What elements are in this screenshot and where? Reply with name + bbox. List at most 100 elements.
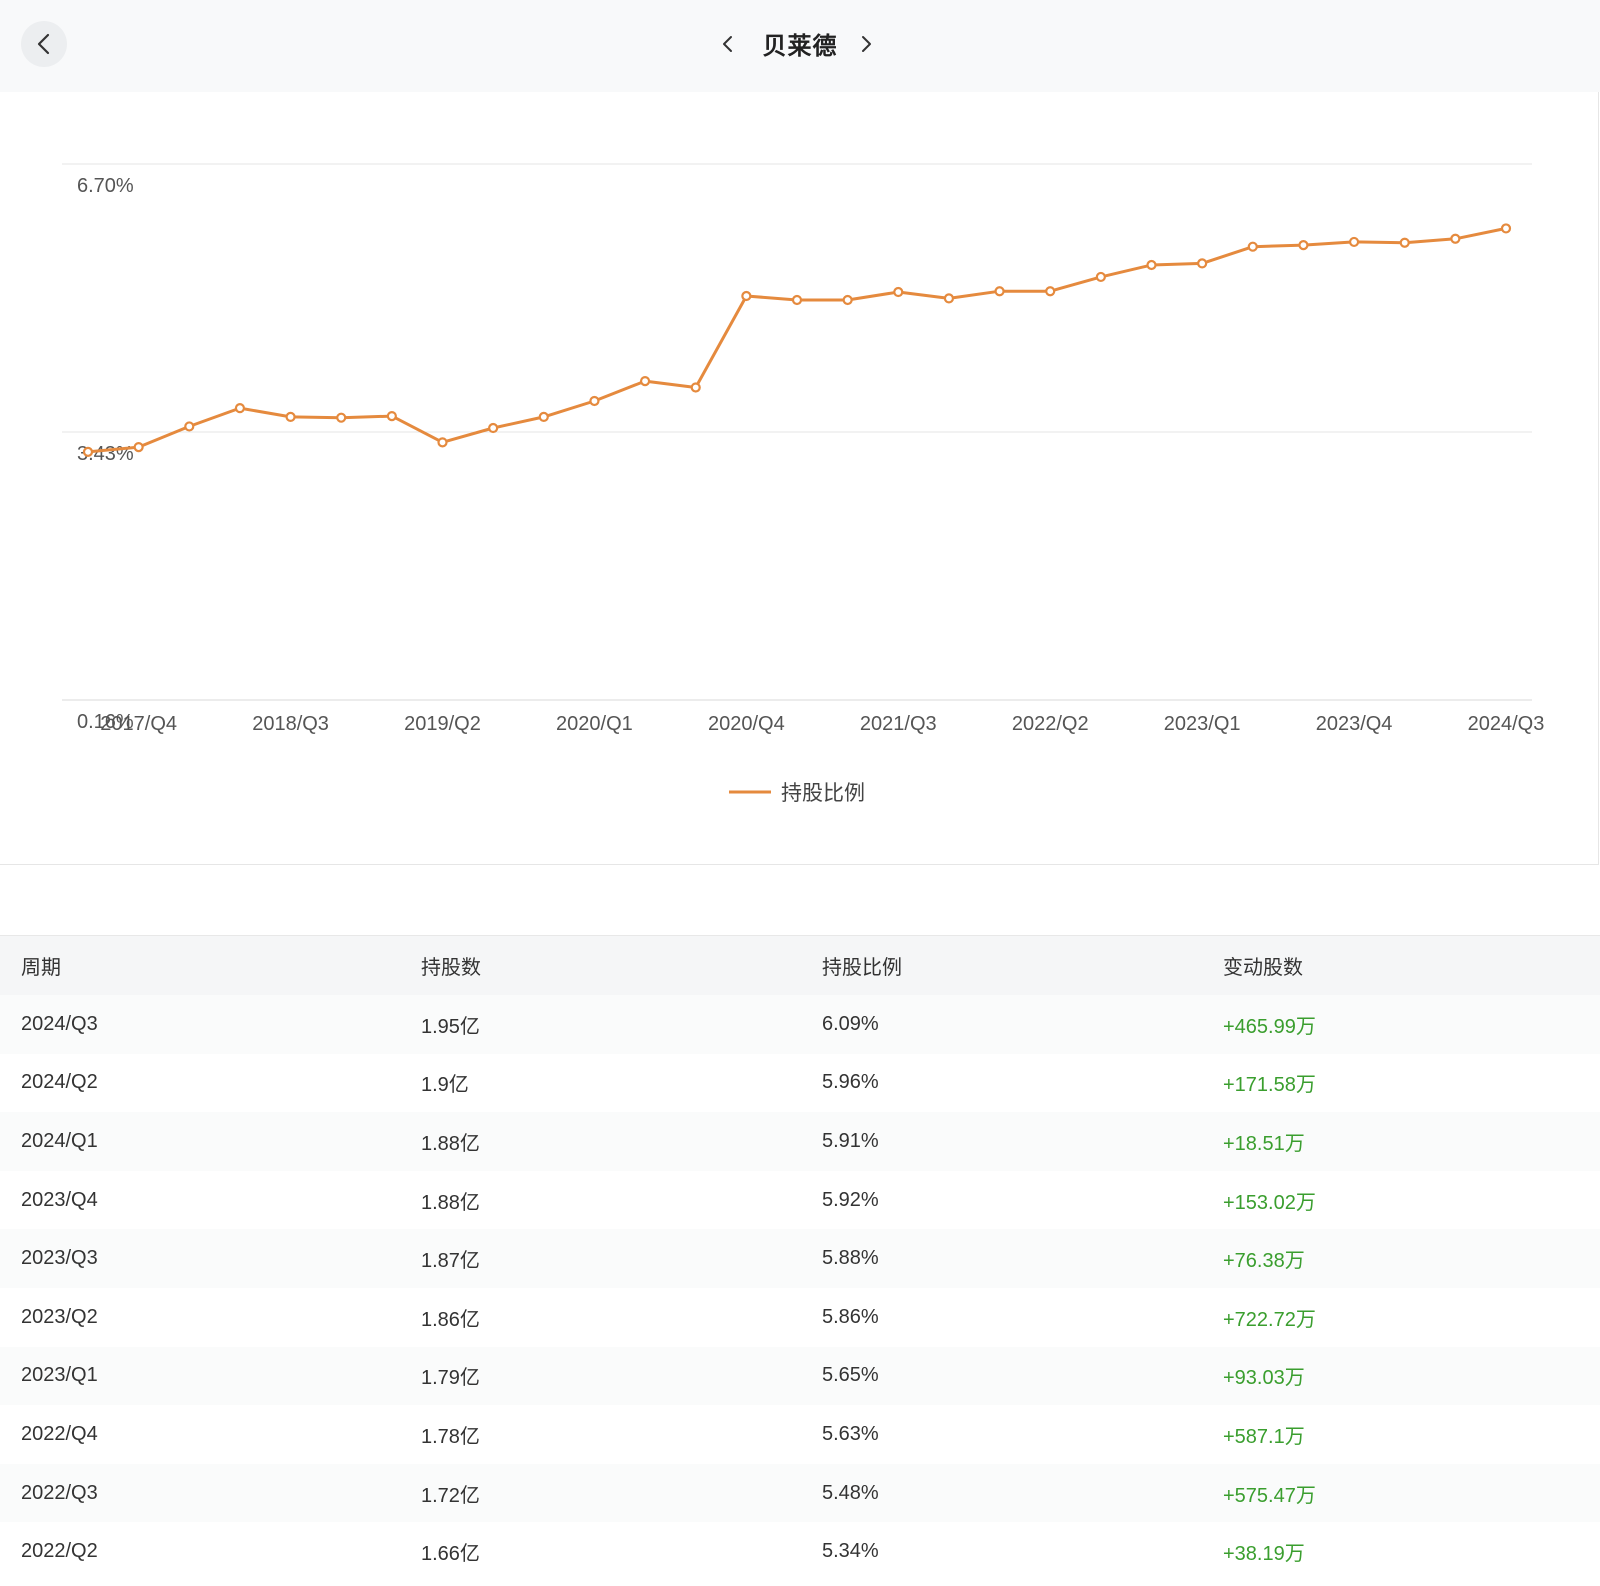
header-period: 周期 [21,955,61,979]
holding-ratio-line-chart: 6.70%3.43%0.16% 2017/Q4 2018/Q3 2019/Q2 202… [62,163,1545,805]
table-row: 2023/Q3 1.87亿 5.88% +76.38万 [0,1229,1600,1288]
data-point[interactable] [639,376,651,387]
cell-shares: 1.78亿 [421,1425,480,1448]
x-tick-label: 2023/Q4 [1316,713,1393,735]
data-point[interactable] [1197,258,1208,269]
cell-change: +587.1万 [1223,1425,1305,1448]
data-point[interactable] [1247,241,1258,252]
data-point[interactable] [589,395,600,407]
data-point[interactable] [184,421,195,432]
chevron-left-icon [723,36,732,52]
prev-item-button[interactable] [713,28,743,60]
chevron-left-icon [37,33,50,55]
cell-period: 2024/Q2 [21,1071,98,1094]
data-point[interactable] [994,286,1005,297]
chevron-right-icon [862,36,871,52]
data-point[interactable] [538,411,549,422]
cell-period: 2024/Q1 [21,1129,98,1152]
cell-change: +93.03万 [1223,1367,1305,1390]
data-point[interactable] [690,382,701,393]
x-tick-label: 2017/Q4 [100,713,177,735]
cell-period: 2022/Q2 [21,1540,98,1563]
data-point[interactable] [82,446,94,457]
cell-ratio: 5.96% [822,1071,879,1094]
data-point[interactable] [791,294,803,306]
data-point[interactable] [133,442,144,453]
cell-period: 2022/Q3 [21,1481,98,1504]
back-button[interactable] [21,21,67,67]
x-tick-label: 2020/Q1 [556,713,633,735]
cell-shares: 1.88亿 [421,1191,480,1214]
y-tick-label: 6.70% [77,175,134,197]
cell-ratio: 5.88% [822,1247,879,1270]
data-point[interactable] [943,293,955,304]
cell-change: +38.19万 [1223,1543,1305,1566]
page-title: 贝莱德 [762,32,838,60]
table-row: 2024/Q1 1.88亿 5.91% +18.51万 [0,1112,1600,1171]
data-point[interactable] [1045,286,1056,297]
data-point[interactable] [1500,223,1512,234]
table-row: 2024/Q2 1.9亿 5.96% +171.58万 [0,1054,1600,1113]
cell-ratio: 5.48% [822,1481,879,1504]
cell-ratio: 5.63% [822,1422,879,1445]
table-row: 2022/Q4 1.78亿 5.63% +587.1万 [0,1405,1600,1464]
table-row: 2022/Q2 1.66亿 5.34% +38.19万 [0,1522,1600,1581]
cell-shares: 1.88亿 [421,1132,480,1155]
data-point[interactable] [1298,240,1309,251]
cell-ratio: 5.34% [822,1540,879,1563]
holding-ratio-chart-card: 6.70% 3.43% 0.16% 2017/Q4 2018/Q3 2019/Q2 202… [0,92,1599,865]
cell-change: +76.38万 [1223,1250,1305,1273]
cell-period: 2023/Q1 [21,1364,98,1387]
header-change: 变动股数 [1223,955,1303,979]
data-point[interactable] [741,290,752,302]
cell-shares: 1.86亿 [421,1308,480,1331]
next-item-button[interactable] [851,28,881,60]
table-row: 2023/Q4 1.88亿 5.92% +153.02万 [0,1171,1600,1230]
cell-ratio: 5.86% [822,1305,879,1328]
data-point[interactable] [1095,271,1106,283]
data-point[interactable] [437,437,448,448]
y-tick-label: 0.16% [77,711,134,733]
cell-shares: 1.87亿 [421,1250,480,1273]
data-point[interactable] [234,403,246,414]
cell-ratio: 5.65% [822,1364,879,1387]
header-ratio: 持股比例 [822,955,902,979]
cell-ratio: 5.91% [822,1129,879,1152]
header-shares: 持股数 [421,955,481,979]
cell-shares: 1.79亿 [421,1367,480,1390]
table-row: 2024/Q3 1.95亿 6.09% +465.99万 [0,995,1600,1054]
data-point[interactable] [285,411,296,422]
cell-change: +722.72万 [1223,1308,1316,1331]
top-nav-bar: 贝莱德 [0,0,1600,92]
data-point[interactable] [893,286,904,298]
x-tick-label: 2019/Q2 [404,713,481,735]
x-tick-label: 2020/Q4 [708,713,785,735]
cell-shares: 1.66亿 [421,1543,480,1566]
table-row: 2022/Q3 1.72亿 5.48% +575.47万 [0,1463,1600,1523]
data-point[interactable] [488,422,499,434]
table-row: 2023/Q2 1.86亿 5.86% +722.72万 [0,1288,1600,1347]
data-point[interactable] [1146,259,1157,271]
data-point[interactable] [386,410,397,422]
data-point[interactable] [1450,233,1461,244]
legend-label[interactable]: 持股比例 [781,782,865,805]
cell-change: +153.02万 [1223,1191,1316,1214]
data-point[interactable] [842,294,853,306]
data-point[interactable] [336,412,347,423]
cell-period: 2023/Q3 [21,1247,98,1270]
x-tick-label: 2022/Q2 [1012,713,1089,735]
cell-ratio: 6.09% [822,1012,879,1035]
data-point[interactable] [1348,236,1360,248]
cell-change: +465.99万 [1223,1015,1316,1038]
x-tick-label: 2024/Q3 [1468,713,1545,735]
table-row: 2023/Q1 1.79亿 5.65% +93.03万 [0,1346,1600,1406]
series-line-holding-ratio [87,226,1507,454]
cell-change: +18.51万 [1223,1132,1305,1155]
x-tick-label: 2021/Q3 [860,713,937,735]
x-tick-label: 2018/Q3 [252,713,329,735]
cell-period: 2023/Q4 [21,1188,98,1211]
cell-change: +575.47万 [1223,1484,1316,1507]
data-point[interactable] [1399,237,1410,248]
table-header-row: 周期 持股数 持股比例 变动股数 [0,935,1600,995]
cell-shares: 1.9亿 [421,1074,469,1097]
